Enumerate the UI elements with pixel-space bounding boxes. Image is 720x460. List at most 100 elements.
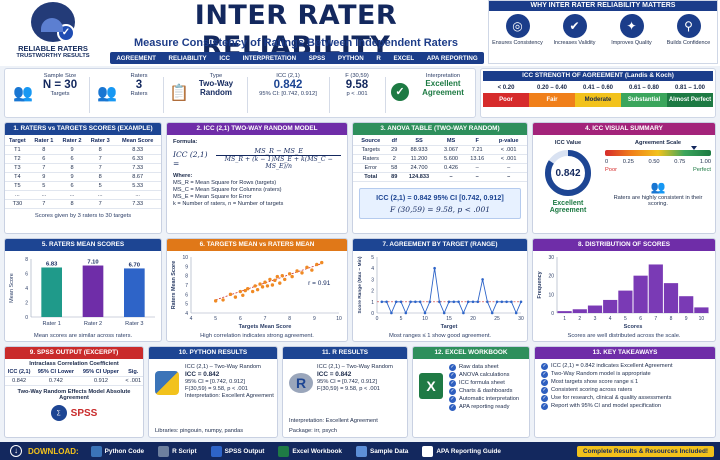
data-point [476,300,480,304]
histogram-bar [572,309,587,313]
stats-strip: 👥 Sample Size N = 30 Targets 👥 Raters 3 … [4,68,476,118]
y-tick-label: 9 [185,264,188,270]
divider [385,77,386,113]
y-tick-label: 2 [25,301,28,307]
result-line: Interpretation: Excellent Agreement [185,393,274,399]
download-label: DOWNLOAD: [28,446,79,456]
table-cell: Total [353,172,389,182]
database-icon [355,445,367,457]
y-tick-label: 20 [548,274,554,280]
panel-takeaways: 13. KEY TAKEAWAYS ✓ ICC (2,1) = 0.842 ind… [534,346,716,438]
data-point [385,300,388,304]
stat-type: Type Two-Way Random [193,73,239,97]
table-cell: Raters [353,154,389,164]
table-cell: 7 [86,154,115,164]
strength-range: 0.41 – 0.60 [582,85,614,91]
x-tick-label: 9 [313,316,316,322]
strength-range: 0.81 – 1.00 [674,85,706,91]
data-point [510,300,513,304]
x-tick-label: 15 [446,316,452,322]
x-tick-label: 10 [336,316,342,322]
download-excel[interactable]: Excel Workbook [278,445,342,457]
raters-icon: 👥 [97,85,117,102]
stat-interpretation: Interpretation Excellent Agreement [413,73,473,97]
data-point [238,289,243,294]
data-point [320,260,324,265]
data-point [265,284,270,288]
why-item-label: Improves Quality [611,40,652,46]
stat-value: Excellent Agreement [422,79,464,97]
logo-line-2: TRUSTWORTHY RESULTS [16,53,90,59]
download-apa-guide[interactable]: APA Reporting Guide [422,445,501,457]
strength-title: ICC STRENGTH OF AGREEMENT (Landis & Koch… [483,71,713,81]
data-point [270,283,275,287]
agreement-scale-bar [605,146,711,156]
stat-sub: p < .001 [346,91,368,97]
table-header-cell: Source [353,137,389,146]
panel-agreement-range: 7. AGREEMENT BY TARGET (RANGE) 0 1 2 3 4 5 0 5 1… [352,238,528,342]
panel-title: 6. TARGETS MEAN vs RATERS MEAN [167,239,347,251]
check-icon: ✓ [449,372,456,379]
keyword: AGREEMENT [116,54,156,62]
why-item-label: Increases Validity [553,40,596,46]
table-cell: 9 [57,145,87,155]
panel-caption: Scores are well distributed across the s… [567,333,681,339]
keyword: R [376,54,381,62]
table-cell: – [490,163,527,173]
anova-result-box: ICC (2,1) = 0.842 95% CI [0.742, 0.912] … [359,188,521,219]
data-point [250,289,255,294]
keyword: EXCEL [393,54,415,62]
result-line: ICC (2,1) = 0.842 95% CI [0.742, 0.912] [376,193,504,202]
table-cell: – [464,172,491,182]
download-python[interactable]: Python Code [90,445,144,457]
data-point [409,300,412,304]
list-item: ✓ Charts & dashboards [449,388,513,395]
scale-end: Poor [605,167,618,173]
table-row: Error 58 24.700 0.426– – [353,163,527,173]
result-line: ICC (2,1) – Two-Way Random [317,364,393,370]
y-tick-label: 3 [371,277,374,283]
check-badge-icon: ✓ [57,24,75,42]
table-cell: 3.067 [437,145,465,155]
bar [124,268,145,317]
y-tick-label: 5 [185,302,188,308]
table-cell: T5 [5,181,30,191]
table-cell: 6.33 [114,154,161,164]
download-spss[interactable]: SPSS Output [210,445,264,457]
data-point [287,272,292,276]
stat-sub: 95% CI: [0.742, 0.912] [259,91,317,97]
distribution-chart: 0 10 20 30 1 2 3 4 5 6 7 8 9 10 Scores Frequency [537,255,709,330]
table-cell: – [437,172,465,182]
icc-gauge: 0.842 [545,150,591,196]
strength-range: 0.61 – 0.80 [628,85,660,91]
stat-sub: Targets [50,91,70,97]
data-point [283,277,287,282]
people-group-icon: ✓ [31,2,75,42]
spss-table: ICC (2,1) 95% CI Lower 95% CI Upper Sig. 0.… [5,368,143,386]
check-icon: ✓ [541,371,548,378]
keyword: SPSS [308,54,326,62]
data-point [428,300,432,304]
table-row: 0.842 0.742 0.912 < .001 [5,376,143,386]
download-sample-data[interactable]: Sample Data [355,445,408,457]
scale-marker [691,146,698,150]
x-tick-label: 7 [654,316,657,322]
data-point [462,311,465,315]
download-r[interactable]: R Script [158,445,197,457]
table-header-cell: Sig. [123,368,143,377]
x-tick-label: 5 [624,316,627,322]
gauge-arc [545,150,591,196]
x-tick-label: 6 [239,316,242,322]
list-item: ✓ ICC (2,1) = 0.842 indicates Excellent A… [541,363,673,370]
x-tick-label: Rater 1 [42,321,60,327]
python-logo-icon [155,371,179,395]
table-row: Total 89 124.833– – – [353,172,527,182]
data-label: 6.70 [129,262,140,268]
result-line: ICC = 0.842 [185,371,220,378]
list-item: ✓ Two-Way Random model is appropriate [541,371,651,378]
data-point [253,284,257,288]
resources-cta[interactable]: Complete Results & Resources Included! [576,445,714,457]
spss-subtitle: Intraclass Correlation Coefficient [29,361,119,367]
